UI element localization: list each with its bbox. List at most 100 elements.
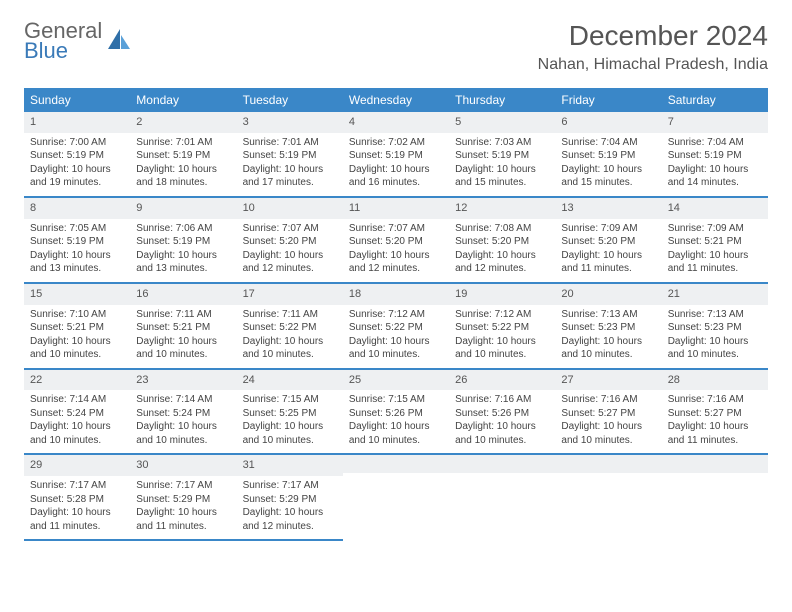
sunrise-text: Sunrise: 7:12 AM xyxy=(455,308,549,322)
daylight-line1: Daylight: 10 hours xyxy=(30,163,124,177)
daylight-line1: Daylight: 10 hours xyxy=(561,163,655,177)
sunrise-text: Sunrise: 7:04 AM xyxy=(668,136,762,150)
calendar-day-cell: 19Sunrise: 7:12 AMSunset: 5:22 PMDayligh… xyxy=(449,283,555,369)
sunrise-text: Sunrise: 7:01 AM xyxy=(136,136,230,150)
day-details: Sunrise: 7:09 AMSunset: 5:20 PMDaylight:… xyxy=(555,219,661,282)
day-details: Sunrise: 7:16 AMSunset: 5:26 PMDaylight:… xyxy=(449,390,555,453)
daylight-line2: and 10 minutes. xyxy=(349,434,443,448)
calendar-day-cell xyxy=(343,454,449,540)
sunrise-text: Sunrise: 7:01 AM xyxy=(243,136,337,150)
daylight-line2: and 11 minutes. xyxy=(668,262,762,276)
day-details: Sunrise: 7:07 AMSunset: 5:20 PMDaylight:… xyxy=(237,219,343,282)
calendar-header-row: Sunday Monday Tuesday Wednesday Thursday… xyxy=(24,88,768,112)
day-header: Wednesday xyxy=(343,88,449,112)
day-number: 5 xyxy=(449,112,555,133)
calendar-day-cell: 23Sunrise: 7:14 AMSunset: 5:24 PMDayligh… xyxy=(130,369,236,455)
calendar-day-cell: 9Sunrise: 7:06 AMSunset: 5:19 PMDaylight… xyxy=(130,197,236,283)
sunrise-text: Sunrise: 7:11 AM xyxy=(136,308,230,322)
day-number: 15 xyxy=(24,284,130,305)
sunset-text: Sunset: 5:19 PM xyxy=(349,149,443,163)
daylight-line1: Daylight: 10 hours xyxy=(561,249,655,263)
sunrise-text: Sunrise: 7:17 AM xyxy=(243,479,337,493)
calendar-week-row: 15Sunrise: 7:10 AMSunset: 5:21 PMDayligh… xyxy=(24,283,768,369)
daylight-line1: Daylight: 10 hours xyxy=(243,335,337,349)
sunset-text: Sunset: 5:19 PM xyxy=(30,149,124,163)
sunset-text: Sunset: 5:19 PM xyxy=(668,149,762,163)
day-details: Sunrise: 7:14 AMSunset: 5:24 PMDaylight:… xyxy=(24,390,130,453)
sunrise-text: Sunrise: 7:17 AM xyxy=(30,479,124,493)
sunrise-text: Sunrise: 7:08 AM xyxy=(455,222,549,236)
sail-icon xyxy=(106,27,132,56)
daylight-line1: Daylight: 10 hours xyxy=(349,420,443,434)
day-number: 7 xyxy=(662,112,768,133)
day-details: Sunrise: 7:15 AMSunset: 5:25 PMDaylight:… xyxy=(237,390,343,453)
day-header: Thursday xyxy=(449,88,555,112)
sunset-text: Sunset: 5:19 PM xyxy=(561,149,655,163)
sunrise-text: Sunrise: 7:15 AM xyxy=(349,393,443,407)
sunrise-text: Sunrise: 7:12 AM xyxy=(349,308,443,322)
daylight-line2: and 17 minutes. xyxy=(243,176,337,190)
calendar-week-row: 1Sunrise: 7:00 AMSunset: 5:19 PMDaylight… xyxy=(24,112,768,197)
sunrise-text: Sunrise: 7:05 AM xyxy=(30,222,124,236)
daylight-line1: Daylight: 10 hours xyxy=(349,163,443,177)
calendar-day-cell xyxy=(662,454,768,540)
calendar-day-cell: 14Sunrise: 7:09 AMSunset: 5:21 PMDayligh… xyxy=(662,197,768,283)
calendar-day-cell: 2Sunrise: 7:01 AMSunset: 5:19 PMDaylight… xyxy=(130,112,236,197)
location-text: Nahan, Himachal Pradesh, India xyxy=(538,56,768,74)
daylight-line1: Daylight: 10 hours xyxy=(455,249,549,263)
day-details: Sunrise: 7:03 AMSunset: 5:19 PMDaylight:… xyxy=(449,133,555,196)
calendar-day-cell: 8Sunrise: 7:05 AMSunset: 5:19 PMDaylight… xyxy=(24,197,130,283)
day-details: Sunrise: 7:11 AMSunset: 5:21 PMDaylight:… xyxy=(130,305,236,368)
calendar-day-cell: 1Sunrise: 7:00 AMSunset: 5:19 PMDaylight… xyxy=(24,112,130,197)
daylight-line1: Daylight: 10 hours xyxy=(455,335,549,349)
sunset-text: Sunset: 5:21 PM xyxy=(136,321,230,335)
day-details: Sunrise: 7:02 AMSunset: 5:19 PMDaylight:… xyxy=(343,133,449,196)
calendar-day-cell: 22Sunrise: 7:14 AMSunset: 5:24 PMDayligh… xyxy=(24,369,130,455)
daylight-line2: and 12 minutes. xyxy=(349,262,443,276)
calendar-day-cell: 21Sunrise: 7:13 AMSunset: 5:23 PMDayligh… xyxy=(662,283,768,369)
header: General Blue December 2024 Nahan, Himach… xyxy=(24,20,768,74)
day-number: 13 xyxy=(555,198,661,219)
daylight-line1: Daylight: 10 hours xyxy=(136,335,230,349)
sunset-text: Sunset: 5:22 PM xyxy=(349,321,443,335)
sunset-text: Sunset: 5:22 PM xyxy=(455,321,549,335)
daylight-line2: and 10 minutes. xyxy=(30,348,124,362)
sunrise-text: Sunrise: 7:11 AM xyxy=(243,308,337,322)
sunset-text: Sunset: 5:22 PM xyxy=(243,321,337,335)
empty-day-header xyxy=(555,455,661,473)
daylight-line1: Daylight: 10 hours xyxy=(136,420,230,434)
sunrise-text: Sunrise: 7:16 AM xyxy=(668,393,762,407)
day-details: Sunrise: 7:17 AMSunset: 5:28 PMDaylight:… xyxy=(24,476,130,539)
title-block: December 2024 Nahan, Himachal Pradesh, I… xyxy=(538,20,768,74)
daylight-line1: Daylight: 10 hours xyxy=(561,420,655,434)
sunset-text: Sunset: 5:24 PM xyxy=(136,407,230,421)
sunset-text: Sunset: 5:23 PM xyxy=(668,321,762,335)
daylight-line2: and 10 minutes. xyxy=(243,434,337,448)
calendar-page: General Blue December 2024 Nahan, Himach… xyxy=(0,0,792,561)
sunrise-text: Sunrise: 7:14 AM xyxy=(136,393,230,407)
calendar-day-cell: 11Sunrise: 7:07 AMSunset: 5:20 PMDayligh… xyxy=(343,197,449,283)
daylight-line2: and 10 minutes. xyxy=(243,348,337,362)
sunset-text: Sunset: 5:27 PM xyxy=(561,407,655,421)
sunrise-text: Sunrise: 7:07 AM xyxy=(349,222,443,236)
day-details: Sunrise: 7:10 AMSunset: 5:21 PMDaylight:… xyxy=(24,305,130,368)
daylight-line2: and 16 minutes. xyxy=(349,176,443,190)
sunset-text: Sunset: 5:29 PM xyxy=(136,493,230,507)
calendar-body: 1Sunrise: 7:00 AMSunset: 5:19 PMDaylight… xyxy=(24,112,768,540)
sunset-text: Sunset: 5:20 PM xyxy=(349,235,443,249)
day-header: Saturday xyxy=(662,88,768,112)
calendar-day-cell: 31Sunrise: 7:17 AMSunset: 5:29 PMDayligh… xyxy=(237,454,343,540)
sunrise-text: Sunrise: 7:04 AM xyxy=(561,136,655,150)
day-details: Sunrise: 7:16 AMSunset: 5:27 PMDaylight:… xyxy=(662,390,768,453)
day-number: 3 xyxy=(237,112,343,133)
empty-day-header xyxy=(449,455,555,473)
day-details: Sunrise: 7:01 AMSunset: 5:19 PMDaylight:… xyxy=(237,133,343,196)
day-number: 19 xyxy=(449,284,555,305)
daylight-line2: and 11 minutes. xyxy=(30,520,124,534)
daylight-line2: and 18 minutes. xyxy=(136,176,230,190)
sunset-text: Sunset: 5:23 PM xyxy=(561,321,655,335)
sunrise-text: Sunrise: 7:13 AM xyxy=(668,308,762,322)
daylight-line1: Daylight: 10 hours xyxy=(668,249,762,263)
day-details: Sunrise: 7:12 AMSunset: 5:22 PMDaylight:… xyxy=(449,305,555,368)
sunset-text: Sunset: 5:26 PM xyxy=(349,407,443,421)
